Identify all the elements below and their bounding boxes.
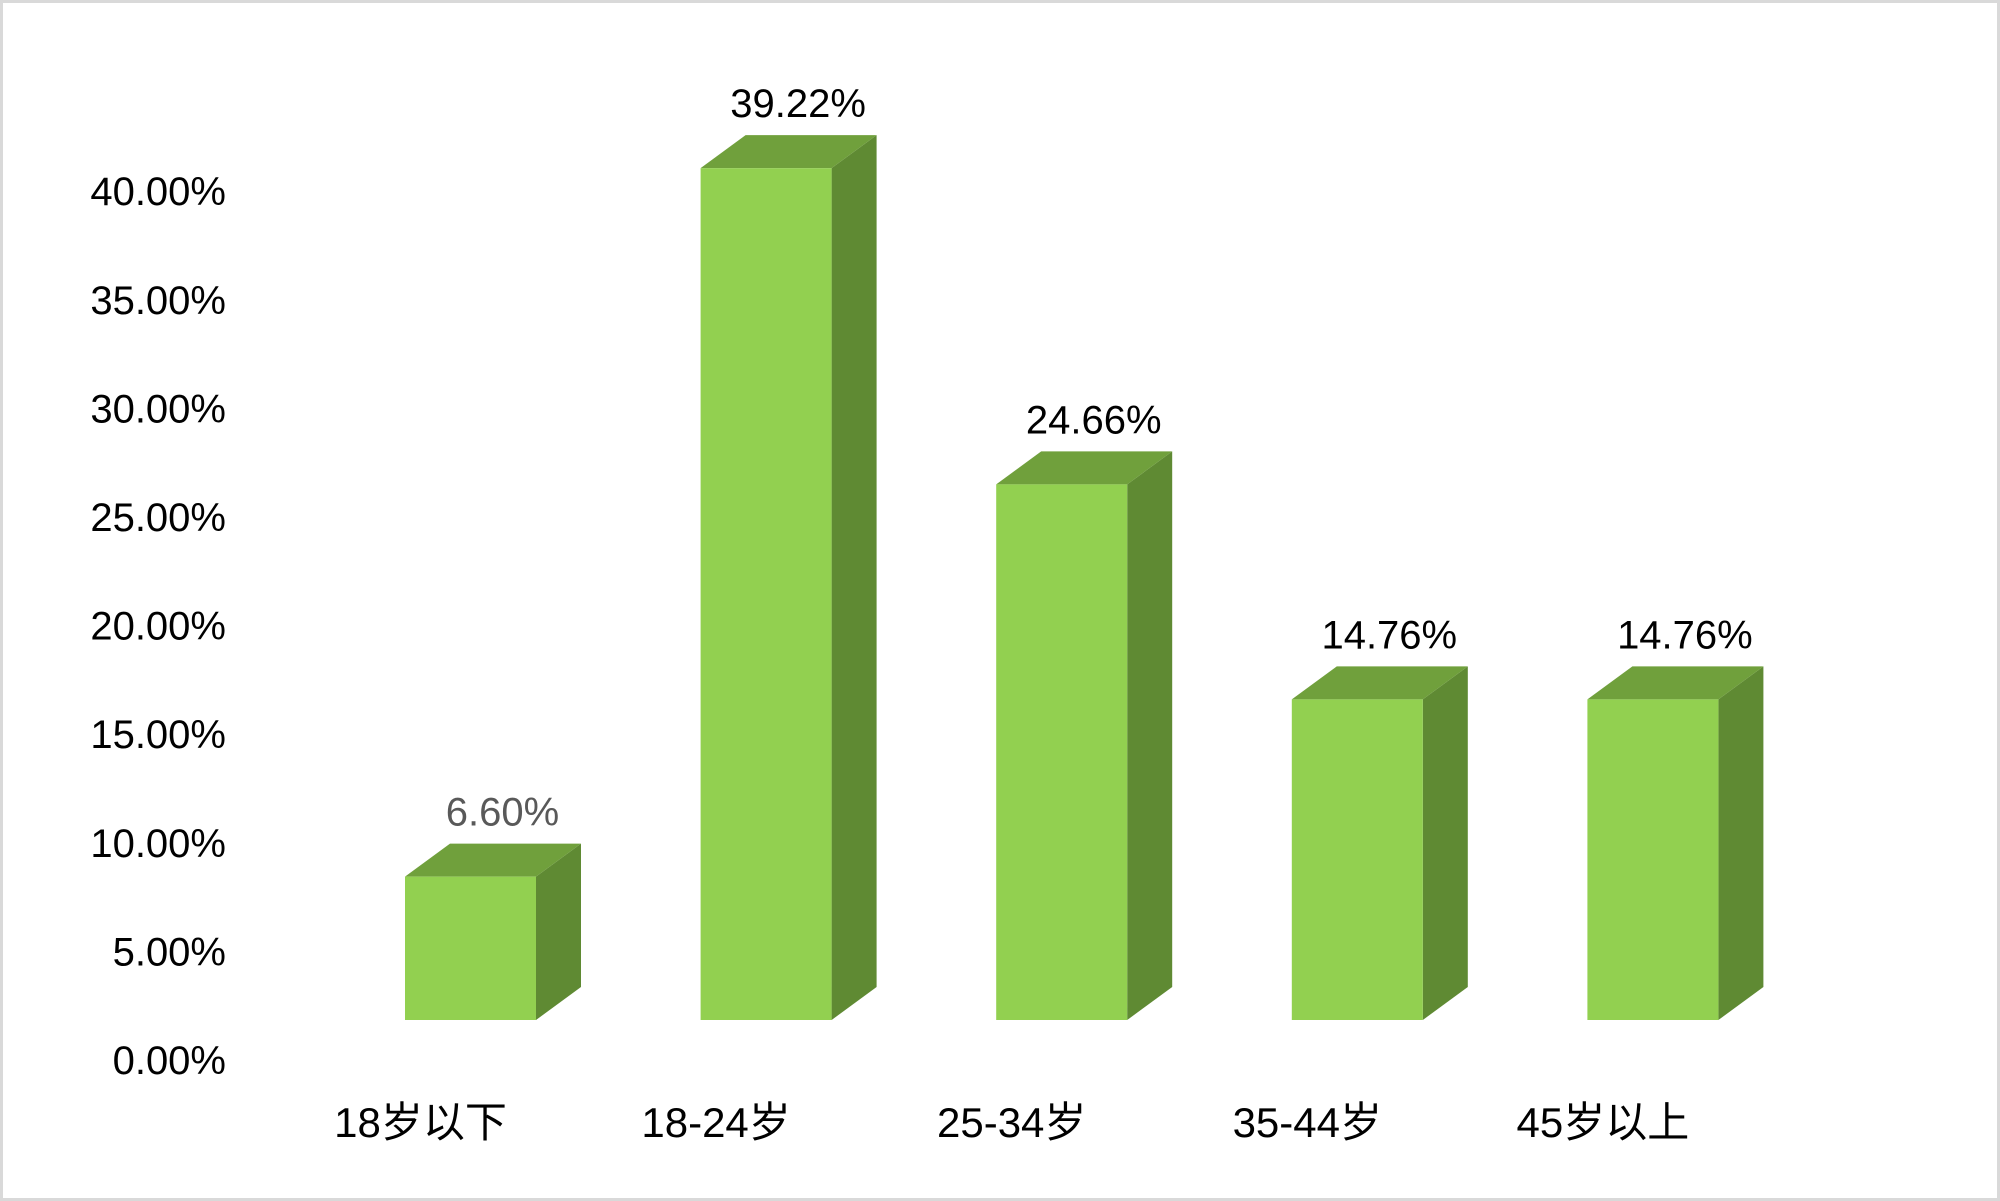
data-label: 14.76%: [1617, 613, 1753, 657]
y-tick-label: 25.00%: [90, 496, 226, 540]
bar: [996, 484, 1128, 1021]
y-tick-label: 20.00%: [90, 605, 226, 649]
y-tick-label: 40.00%: [90, 170, 226, 214]
data-label: 24.66%: [1026, 398, 1162, 442]
x-tick-label: 45岁以上: [1517, 1099, 1690, 1146]
y-tick-label: 15.00%: [90, 713, 226, 757]
data-label: 14.76%: [1321, 613, 1457, 657]
bar: [405, 876, 536, 1020]
y-tick-label: 5.00%: [113, 930, 226, 974]
bar-top: [700, 135, 877, 169]
bar-side: [1127, 451, 1173, 1021]
bar-side: [536, 843, 581, 1020]
bar-top: [1587, 666, 1764, 700]
bar-top: [996, 451, 1173, 485]
x-tick-label: 18岁以下: [334, 1099, 507, 1146]
x-tick-label: 18-24岁: [641, 1099, 790, 1146]
bar-chart-svg: 0.00% 5.00% 10.00% 15.00% 20.00% 25.00% 30.00%…: [90, 82, 1764, 1146]
data-label: 39.22%: [730, 82, 866, 126]
y-tick-label: 0.00%: [113, 1039, 226, 1083]
bar: [700, 168, 832, 1020]
bar: [1291, 699, 1423, 1020]
bar-side: [1718, 666, 1764, 1020]
y-tick-label: 10.00%: [90, 822, 226, 866]
bar-side: [1422, 666, 1468, 1020]
bar: [1587, 699, 1719, 1020]
y-tick-label: 30.00%: [90, 387, 226, 431]
data-label: 6.60%: [446, 791, 559, 835]
bar-top: [405, 843, 581, 877]
bar-side: [831, 135, 877, 1020]
x-tick-label: 25-34岁: [937, 1099, 1086, 1146]
bar-top: [1291, 666, 1468, 700]
x-tick-label: 35-44岁: [1233, 1099, 1382, 1146]
y-tick-label: 35.00%: [90, 279, 226, 323]
